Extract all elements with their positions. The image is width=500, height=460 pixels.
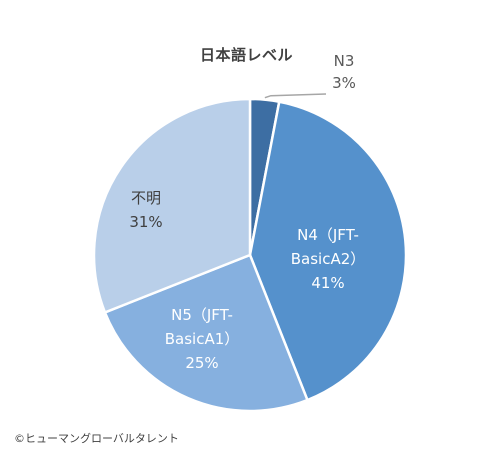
slice-category-label: N3 xyxy=(334,52,355,70)
slice-category-label: BasicA1） xyxy=(165,330,240,348)
chart-title: 日本語レベル xyxy=(200,46,294,64)
slice-percent-label: 31% xyxy=(129,213,162,231)
slice-percent-label: 41% xyxy=(311,274,344,292)
slice-category-label: N4（JFT- xyxy=(297,226,359,244)
slice-category-label: N5（JFT- xyxy=(171,306,233,324)
slice-percent-label: 25% xyxy=(185,354,218,372)
pie-slice xyxy=(103,253,310,413)
pie-slice xyxy=(92,97,252,315)
leader-line xyxy=(264,93,327,99)
slice-percent-label: 3% xyxy=(332,74,356,92)
slice-category-label: 不明 xyxy=(131,189,161,207)
pie-slice xyxy=(248,100,408,402)
copyright-notice: ©ヒューマングローバルタレント xyxy=(14,432,179,445)
slice-category-label: BasicA2） xyxy=(291,250,366,268)
